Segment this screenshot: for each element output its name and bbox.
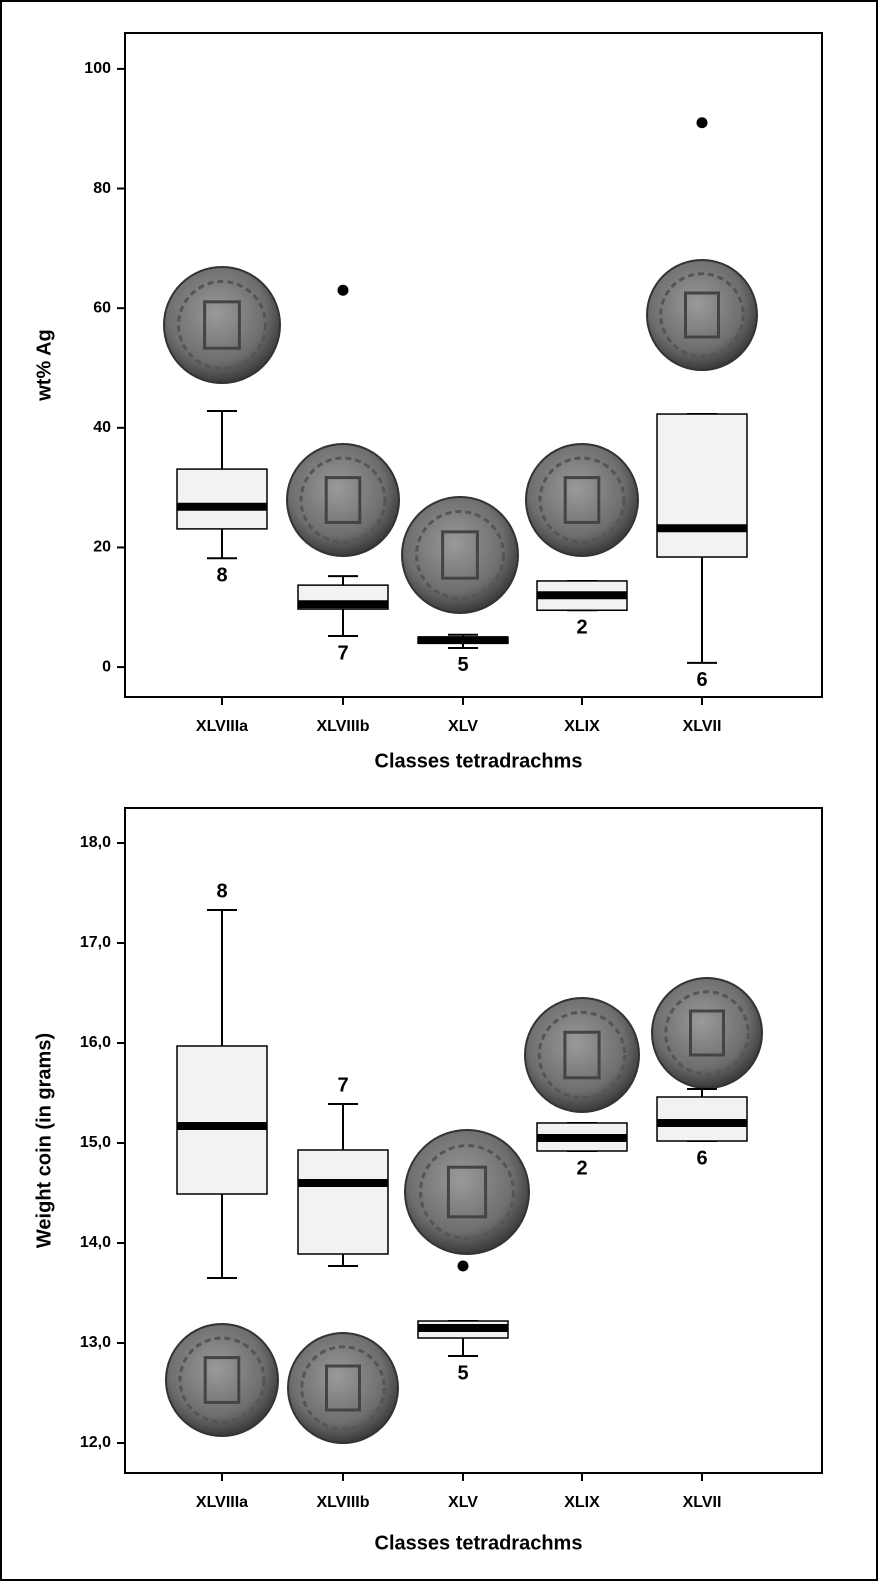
box: [176, 468, 268, 530]
coin-detail: [537, 1010, 627, 1100]
count-label: 7: [337, 1074, 348, 1096]
box: [297, 1149, 389, 1255]
count-label: 5: [457, 654, 468, 676]
coin-detail: [299, 456, 387, 544]
y-axis-title: wt% Ag: [33, 329, 55, 401]
coin-image: [287, 1332, 399, 1444]
y-tick-label: 60: [93, 299, 111, 316]
x-tick-label: XLVII: [683, 718, 722, 735]
coin-image: [651, 977, 763, 1089]
outlier: [337, 284, 349, 296]
coin-detail: [538, 456, 626, 544]
coin-image: [401, 496, 519, 614]
coin-detail: [203, 300, 241, 350]
y-tick-label: 0: [102, 658, 111, 675]
coin-detail: [419, 1144, 515, 1240]
box: [176, 1045, 268, 1195]
x-tick-label: XLVIIIa: [196, 718, 248, 735]
coin-detail: [659, 272, 745, 358]
coin-detail: [300, 1345, 386, 1431]
coin-detail: [415, 510, 505, 600]
y-tick-label: 15,0: [80, 1134, 111, 1151]
coin-detail: [689, 1009, 725, 1057]
y-tick-label: 17,0: [80, 934, 111, 951]
coin-detail: [325, 1364, 361, 1412]
coin-detail: [324, 476, 362, 524]
coin-image: [525, 443, 639, 557]
y-tick-label: 16,0: [80, 1034, 111, 1051]
x-tick-label: XLVIIIb: [316, 1494, 369, 1511]
x-tick-label: XLIX: [564, 718, 600, 735]
coin-image: [646, 259, 758, 371]
coin-detail: [203, 1356, 241, 1404]
y-axis-title: Weight coin (in grams): [33, 1033, 55, 1248]
coin-detail: [178, 1336, 266, 1424]
coin-image: [165, 1323, 279, 1437]
x-tick-label: XLIX: [564, 1494, 600, 1511]
y-tick-label: 18,0: [80, 834, 111, 851]
y-tick-label: 80: [93, 180, 111, 197]
count-label: 6: [696, 669, 707, 691]
coin-detail: [664, 990, 750, 1076]
coin-detail: [446, 1165, 488, 1219]
x-axis-title: Classes tetradrachms: [375, 750, 583, 772]
count-label: 8: [216, 880, 227, 902]
x-axis-title: Classes tetradrachms: [375, 1532, 583, 1554]
coin-detail: [177, 280, 267, 370]
box: [656, 413, 748, 558]
count-label: 7: [337, 642, 348, 664]
coin-detail: [684, 291, 720, 339]
count-label: 6: [696, 1147, 707, 1169]
coin-image: [163, 266, 281, 384]
coin-detail: [441, 530, 479, 580]
count-label: 2: [576, 1157, 587, 1179]
x-tick-label: XLV: [448, 718, 478, 735]
coin-image: [404, 1129, 530, 1255]
x-tick-label: XLVIIIa: [196, 1494, 248, 1511]
plot-frame: [124, 32, 823, 698]
y-tick-label: 40: [93, 419, 111, 436]
y-tick-label: 20: [93, 539, 111, 556]
count-label: 8: [216, 564, 227, 586]
coin-detail: [563, 1030, 601, 1080]
coin-images: [163, 259, 763, 1444]
plot-frame: [124, 807, 823, 1474]
y-tick-label: 14,0: [80, 1234, 111, 1251]
coin-image: [524, 997, 640, 1113]
coin-detail: [563, 476, 601, 524]
y-tick-label: 12,0: [80, 1434, 111, 1451]
x-tick-label: XLVII: [683, 1494, 722, 1511]
x-tick-label: XLVIIIb: [316, 718, 369, 735]
y-tick-label: 13,0: [80, 1334, 111, 1351]
count-label: 2: [576, 617, 587, 639]
outlier: [696, 117, 708, 129]
y-tick-label: 100: [84, 60, 111, 77]
outlier: [457, 1260, 469, 1272]
coin-image: [286, 443, 400, 557]
x-tick-label: XLV: [448, 1494, 478, 1511]
count-label: 5: [457, 1362, 468, 1384]
